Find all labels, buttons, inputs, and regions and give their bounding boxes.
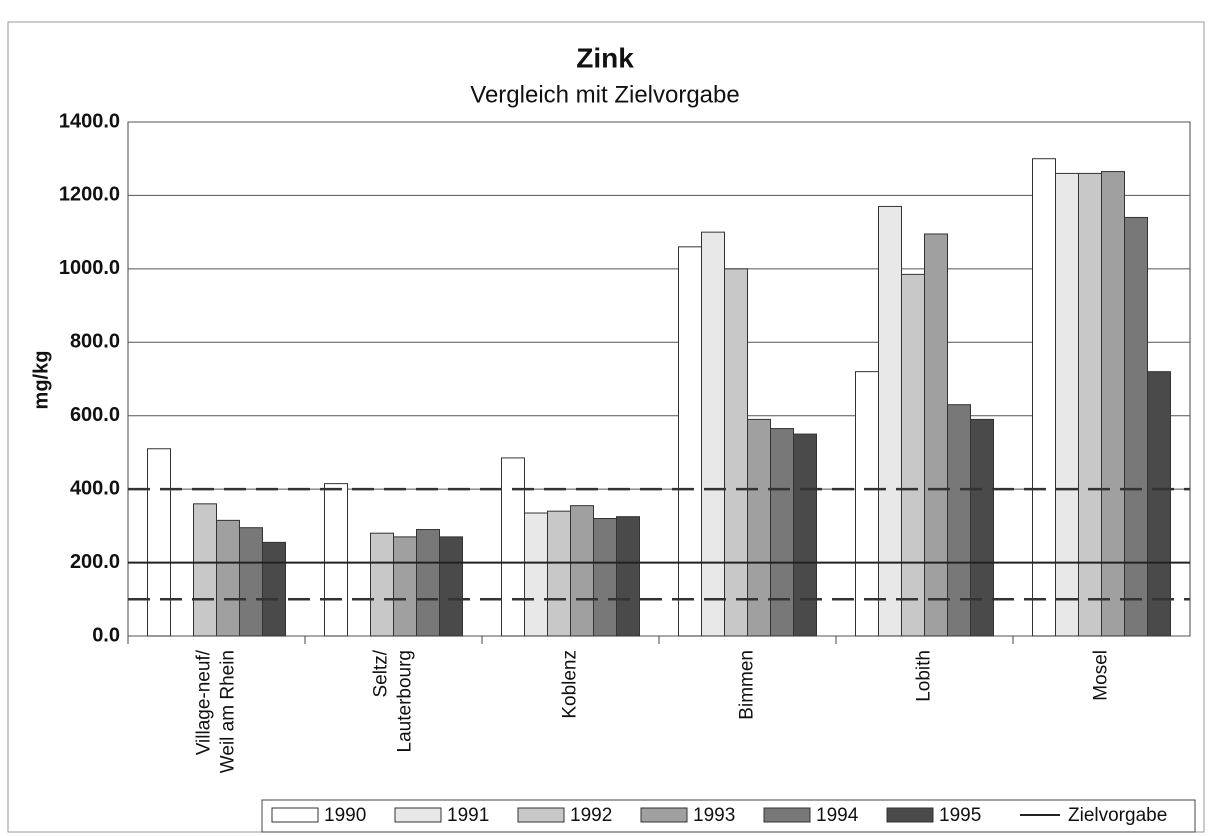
frame (7, 21, 1205, 833)
x-tick-label: Village-neuf/ (194, 649, 215, 755)
bar (855, 371, 879, 637)
bar (901, 273, 925, 637)
y-tick-label: 1000.0 (59, 257, 120, 279)
legend-swatch (517, 807, 565, 823)
bar (324, 483, 348, 637)
bar (193, 503, 217, 637)
bar (793, 433, 817, 637)
bar (724, 268, 748, 637)
bar (370, 532, 394, 637)
bar (216, 519, 240, 637)
chart-subtitle: Vergleich mit Zielvorgabe (470, 81, 739, 108)
legend-label: 1990 (324, 805, 366, 826)
bar (947, 404, 971, 637)
bar (924, 233, 948, 637)
x-tick-label: Weil am Rhein (218, 650, 239, 773)
bar (570, 505, 594, 637)
y-axis-label: mg/kg (30, 351, 52, 410)
bar (1078, 172, 1102, 637)
legend-label: Zielvorgabe (1068, 805, 1167, 826)
legend-swatch (886, 807, 934, 823)
bar (1147, 371, 1171, 637)
bar (593, 518, 617, 637)
bar (1055, 172, 1079, 637)
y-tick-label: 600.0 (70, 404, 120, 426)
bar (747, 418, 771, 637)
y-tick-label: 1400.0 (59, 110, 120, 132)
x-tick-label: Lobith (914, 650, 935, 702)
x-tick-label: Mosel (1091, 650, 1112, 701)
bar (393, 536, 417, 637)
bar (416, 529, 440, 637)
bar (1032, 158, 1056, 637)
x-tick-label: Koblenz (560, 650, 581, 719)
bar (524, 512, 548, 637)
bar (439, 536, 463, 637)
x-tick-label: Seltz/ (371, 649, 392, 697)
x-tick-label: Bimmen (737, 650, 758, 720)
legend-label: 1992 (570, 805, 612, 826)
legend-swatch (763, 807, 811, 823)
legend-label: 1991 (447, 805, 489, 826)
legend-label: 1995 (939, 805, 981, 826)
y-tick-label: 400.0 (70, 477, 120, 499)
bar (1101, 171, 1125, 637)
legend-swatch (640, 807, 688, 823)
y-tick-label: 1200.0 (59, 184, 120, 206)
bar (970, 418, 994, 637)
bar (147, 448, 171, 637)
y-tick-label: 200.0 (70, 551, 120, 573)
legend-swatch (271, 807, 319, 823)
legend-label: 1994 (816, 805, 859, 826)
bar (239, 527, 263, 637)
bar (878, 205, 902, 637)
bar (547, 510, 571, 637)
bar (678, 246, 702, 637)
bar (616, 516, 640, 637)
bar (770, 428, 794, 637)
y-tick-label: 800.0 (70, 331, 120, 353)
legend-label: 1993 (693, 805, 735, 826)
bar (701, 231, 725, 637)
bar (501, 457, 525, 637)
chart-title: Zink (576, 42, 634, 73)
y-tick-label: 0.0 (92, 624, 120, 646)
legend-swatch (394, 807, 442, 823)
x-tick-label: Lauterbourg (395, 650, 416, 752)
bar (262, 541, 286, 637)
bar (1124, 216, 1148, 637)
plot-area (127, 121, 1191, 637)
